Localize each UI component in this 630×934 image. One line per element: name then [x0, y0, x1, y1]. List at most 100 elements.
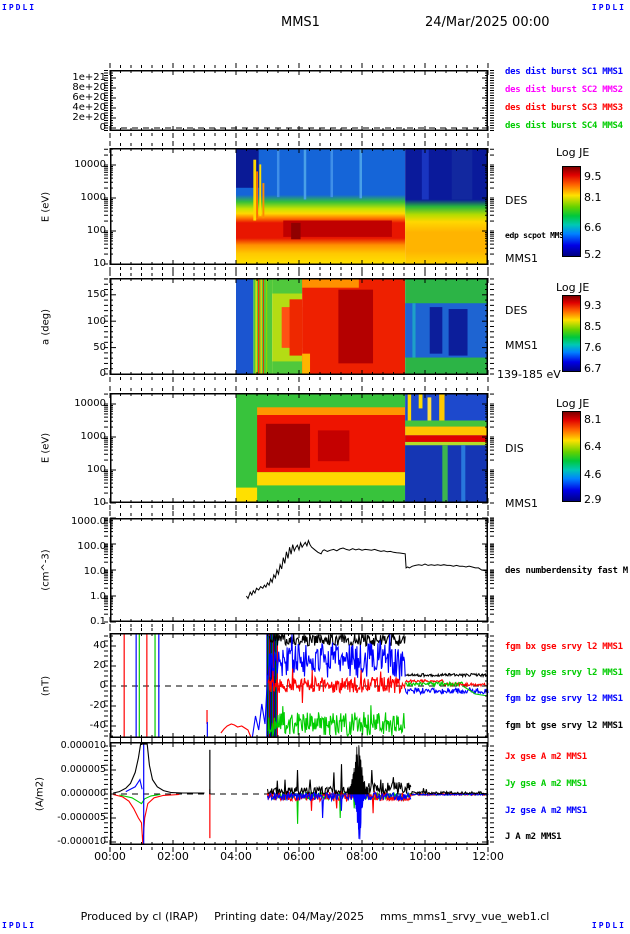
colorbar-tick-label: 9.5: [584, 169, 602, 183]
panel-des-energy-spectrogram-plot: [104, 141, 494, 272]
colorbar-tick-label: 2.9: [584, 493, 602, 506]
right-label: DIS: [505, 442, 524, 455]
footer-caption: Produced by cl (IRAP) Printing date: 04/M…: [0, 910, 630, 923]
right-label: 139-185 eV: [497, 368, 561, 381]
x-tick-label: 10:00: [409, 850, 441, 863]
y-tick-label: 8e+20: [72, 82, 106, 93]
brand-bottom-right: IPDLI: [591, 921, 626, 930]
panel-fgm-magnetic-field-plot: [104, 626, 494, 745]
right-label: des dist burst SC3 MMS3: [505, 103, 623, 113]
y-tick-label: 20: [93, 660, 106, 671]
spacecraft-title: MMS1: [281, 15, 320, 30]
y-tick-label: 1000.0: [71, 516, 106, 527]
y-tick-label: 100.0: [77, 541, 106, 552]
x-tick-label: 08:00: [346, 850, 378, 863]
y-tick-label: 1000: [80, 431, 106, 442]
colorbar-tick-label: 8.1: [584, 191, 602, 205]
brand-top-right: IPDLI: [591, 3, 626, 12]
right-label: fgm by gse srvy l2 MMS1: [505, 668, 623, 678]
footer-produced-by: Produced by cl (IRAP): [80, 910, 199, 923]
y-tick-label: 0: [99, 680, 106, 691]
colorbar-tick-label: 8.1: [584, 412, 602, 426]
right-label: Jz gse A m2 MMS1: [505, 806, 587, 816]
x-tick-label: 00:00: [94, 850, 126, 863]
right-label: MMS1: [505, 339, 538, 352]
y-tick-label: 0: [99, 368, 106, 379]
y-tick-label: -40: [89, 720, 106, 731]
y-tick-label: 2e+20: [72, 112, 106, 123]
y-tick-label: 10: [93, 258, 106, 269]
y-tick-label: 100: [86, 464, 106, 475]
colorbar-gradient: [562, 411, 581, 502]
right-label: fgm bz gse srvy l2 MMS1: [505, 694, 623, 704]
y-tick-label: 40: [93, 640, 106, 651]
y-tick-label: -0.000005: [57, 812, 106, 823]
plot-date-title: 24/Mar/2025 00:00: [425, 15, 550, 30]
right-label: des numberdensity fast M: [505, 566, 628, 576]
colorbar-title: Log JE: [556, 397, 590, 410]
x-tick-label: 12:00: [472, 850, 504, 863]
brand-bottom-left: IPDLI: [2, 921, 37, 930]
colorbar-tick-label: 6.7: [584, 362, 602, 376]
panel-current-density-plot: [104, 735, 494, 852]
colorbar-tick-label: 9.3: [584, 298, 602, 312]
colorbar-tick-label: 5.2: [584, 248, 602, 261]
y-tick-label: 4e+20: [72, 102, 106, 113]
colorbar-tick-label: 6.6: [584, 221, 602, 235]
right-label: MMS1: [505, 252, 538, 265]
panel-dis-energy-spectrogram-plot: [104, 386, 494, 510]
right-label: MMS1: [505, 497, 538, 510]
panel-des-dist-burst-plot: [104, 63, 494, 138]
right-label: J A m2 MMS1: [505, 832, 562, 842]
colorbar-title: Log JE: [556, 281, 590, 294]
right-label: edp scpot MMS1: [505, 231, 569, 240]
y-tick-label: 10.0: [83, 566, 106, 577]
y-tick-label: 1.0: [90, 591, 106, 602]
y-tick-label: -0.000010: [57, 836, 106, 847]
y-tick-label: 150: [86, 289, 106, 300]
footer-printing-date: Printing date: 04/May/2025: [214, 910, 365, 923]
y-tick-label: 1e+21: [72, 72, 106, 83]
right-label: Jy gse A m2 MMS1: [505, 779, 587, 789]
y-tick-label: 0.1: [90, 616, 106, 627]
colorbar-gradient: [562, 295, 581, 372]
panel-des-number-density-plot: [104, 511, 494, 629]
y-tick-label: 50: [93, 342, 106, 353]
y-tick-label: 0.000005: [60, 764, 106, 775]
right-label: des dist burst SC1 MMS1: [505, 67, 623, 77]
colorbar-title: Log JE: [556, 146, 590, 159]
y-tick-label: 0: [99, 122, 106, 133]
y-tick-label: 10: [93, 497, 106, 508]
y-tick-label: 0.000000: [60, 788, 106, 799]
right-label: DES: [505, 304, 528, 317]
y-axis-label: a (deg): [40, 308, 52, 345]
y-tick-label: 10000: [74, 398, 106, 409]
y-axis-label: E (eV): [40, 191, 52, 222]
right-label: des dist burst SC2 MMS2: [505, 85, 623, 95]
colorbar-tick-label: 6.4: [584, 439, 602, 453]
x-tick-label: 04:00: [220, 850, 252, 863]
right-label: des dist burst SC4 MMS4: [505, 121, 623, 131]
brand-top-left: IPDLI: [2, 3, 37, 12]
y-tick-label: -20: [89, 700, 106, 711]
colorbar-tick-label: 4.6: [584, 468, 602, 482]
right-label: DES: [505, 194, 528, 207]
colorbar-tick-label: 8.5: [584, 319, 602, 333]
colorbar-tick-label: 7.6: [584, 340, 602, 354]
panel-des-pitch-angle-spectrogram-plot: [104, 271, 494, 382]
y-axis-label: (A/m2): [34, 776, 46, 811]
y-tick-label: 10000: [74, 159, 106, 170]
footer-config-file: mms_mms1_srvy_vue_web1.cl: [380, 910, 550, 923]
right-label: fgm bx gse srvy l2 MMS1: [505, 642, 623, 652]
x-tick-label: 06:00: [283, 850, 315, 863]
colorbar-gradient: [562, 166, 581, 257]
right-label: fgm bt gse srvy l2 MMS1: [505, 721, 623, 731]
right-label: Jx gse A m2 MMS1: [505, 752, 587, 762]
y-tick-label: 6e+20: [72, 92, 106, 103]
x-tick-label: 02:00: [157, 850, 189, 863]
y-tick-label: 0.000010: [60, 740, 106, 751]
y-tick-label: 1000: [80, 192, 106, 203]
y-axis-label: (cm^-3): [40, 549, 52, 591]
